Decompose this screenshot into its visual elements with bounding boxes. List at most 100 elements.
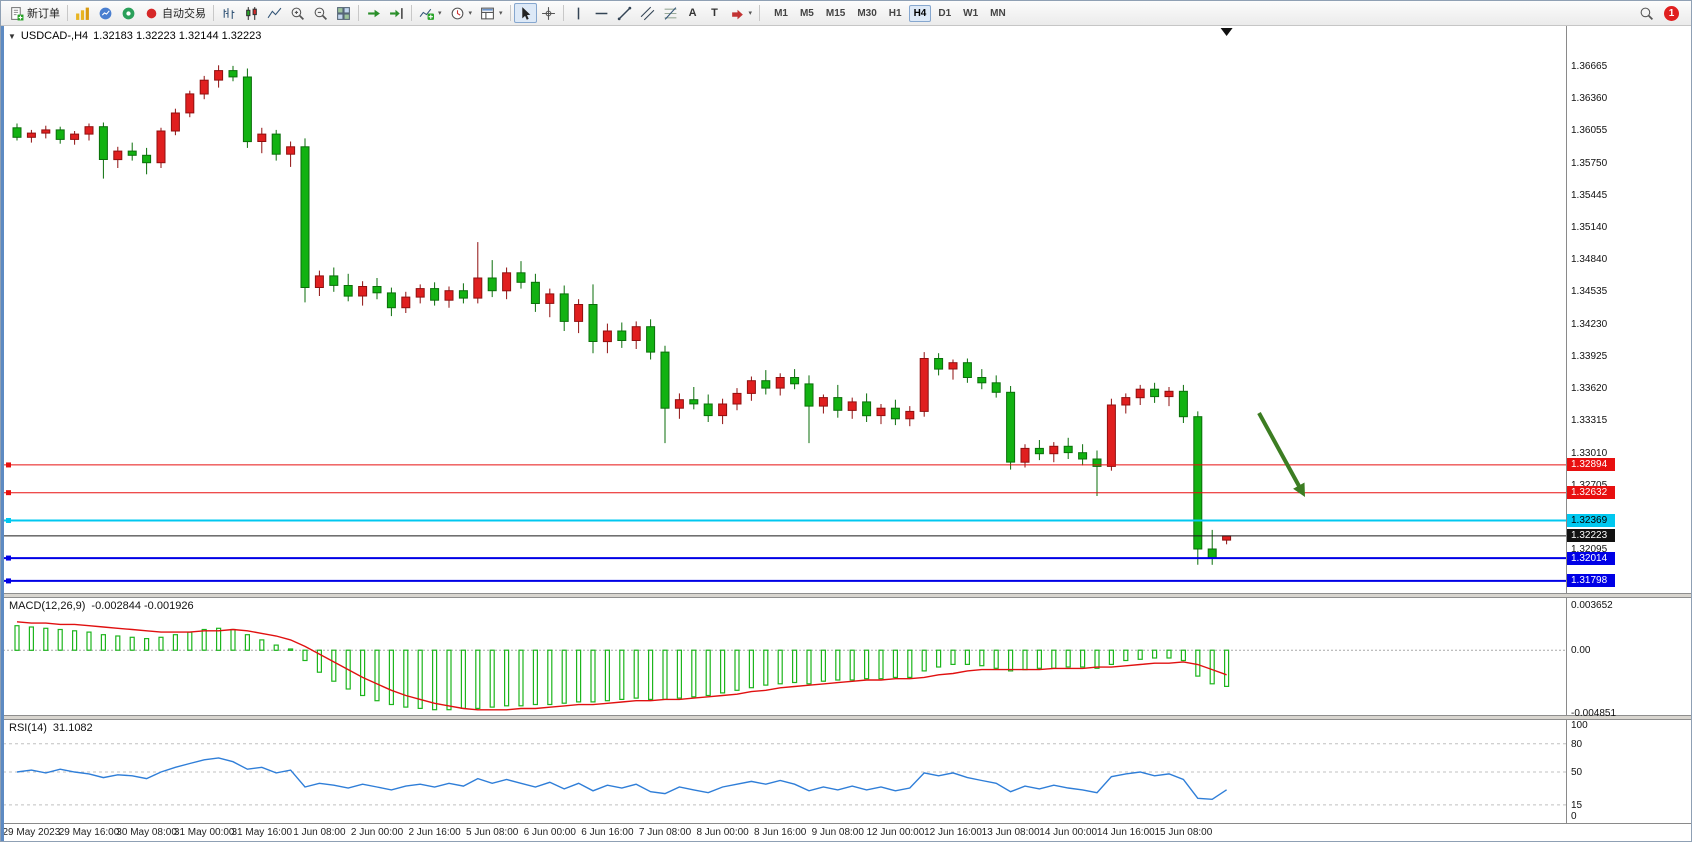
timeframe-w1[interactable]: W1	[963, 7, 979, 19]
window-left-border	[1, 25, 4, 841]
candle-body	[991, 382, 1001, 393]
cursor-button[interactable]	[513, 3, 537, 23]
candle-body	[127, 150, 137, 156]
candle-body	[818, 397, 828, 407]
candle-body	[358, 286, 368, 297]
auto-scroll-button[interactable]	[362, 3, 385, 23]
crosshair-icon	[541, 6, 555, 20]
label-tool-button[interactable]: T	[704, 3, 726, 23]
candle-body	[444, 290, 454, 301]
label-tool-icon: T	[711, 7, 718, 19]
candle-body	[458, 290, 468, 299]
level-handle[interactable]	[6, 490, 11, 496]
macd-histogram-bar	[201, 628, 207, 651]
timeframe-m15[interactable]: M15	[825, 7, 846, 19]
scroll-end-marker	[1220, 28, 1233, 36]
insert-indicator-button[interactable]: ▾	[415, 3, 446, 23]
line-chart-icon	[267, 7, 282, 18]
search-button[interactable]	[1635, 3, 1658, 23]
periods-clock-icon	[451, 7, 463, 19]
new-order-icon	[11, 6, 24, 20]
candle-body	[170, 112, 180, 132]
candlestick-chart-icon	[246, 6, 257, 20]
panel-separator[interactable]	[1, 593, 1691, 598]
new-order-button[interactable]: 新订单	[5, 3, 64, 23]
macd-histogram-bar	[921, 649, 927, 672]
candle-body	[674, 399, 684, 409]
vertical-line-button[interactable]	[567, 3, 590, 23]
dropdown-caret-icon: ▾	[748, 10, 753, 17]
timeframe-h1[interactable]: H1	[888, 7, 902, 19]
zoom-out-button[interactable]	[309, 3, 332, 23]
text-tool-button[interactable]: A	[682, 3, 704, 23]
fibonacci-button[interactable]	[659, 3, 682, 23]
tile-windows-button[interactable]	[332, 3, 355, 23]
timeframe-d1[interactable]: D1	[938, 7, 952, 19]
macd-histogram-bar	[504, 649, 510, 707]
macd-histogram-bar	[705, 649, 711, 697]
candle-body	[185, 93, 195, 114]
candle-body	[559, 293, 569, 322]
timeframe-m5[interactable]: M5	[799, 7, 814, 19]
level-handle[interactable]	[6, 462, 11, 468]
macd-histogram-bar	[777, 649, 783, 685]
panel-separator[interactable]	[1, 715, 1691, 720]
channel-button[interactable]	[636, 3, 659, 23]
autotrading-button[interactable]: 自动交易	[140, 3, 210, 23]
dropdown-caret-icon: ▾	[468, 10, 473, 17]
timeframe-m30[interactable]: M30	[857, 7, 877, 19]
candle-body	[1207, 548, 1217, 558]
crosshair-button[interactable]	[537, 3, 560, 23]
templates-button[interactable]: ▾	[476, 3, 507, 23]
macd-histogram-bar	[475, 649, 481, 710]
timeframe-mn[interactable]: MN	[990, 7, 1006, 19]
macd-histogram-bar	[547, 649, 553, 706]
candle-body	[242, 76, 252, 143]
macd-histogram-bar	[360, 649, 366, 697]
trendline-button[interactable]	[613, 3, 636, 23]
profiles-button[interactable]	[94, 3, 117, 23]
timeframe-m1[interactable]: M1	[774, 7, 788, 19]
chart-shift-button[interactable]	[385, 3, 408, 23]
macd-histogram-bar	[907, 649, 913, 679]
candle-body	[142, 154, 152, 164]
macd-histogram-bar	[763, 649, 769, 686]
macd-histogram-bar	[1007, 649, 1014, 672]
notification-badge[interactable]: 1	[1664, 5, 1679, 21]
candle-body	[1150, 388, 1160, 398]
insert-indicator-icon	[419, 8, 434, 20]
timeframe-h4[interactable]: H4	[908, 4, 932, 22]
zoom-in-button[interactable]	[286, 3, 309, 23]
auto-scroll-icon	[368, 9, 380, 17]
candle-body	[300, 146, 310, 288]
trend-arrow-annotation[interactable]	[1257, 412, 1301, 487]
arrows-button[interactable]: ▾	[726, 3, 757, 23]
sounds-button[interactable]	[117, 3, 140, 23]
candle-body	[516, 272, 526, 283]
macd-histogram-bar	[676, 649, 683, 699]
toolbar-separator	[67, 5, 68, 21]
level-handle[interactable]	[6, 517, 11, 523]
macd-histogram-bar	[849, 649, 855, 681]
candle-body	[1193, 416, 1203, 550]
bar-chart-button[interactable]	[217, 3, 240, 23]
candle-body	[372, 286, 382, 294]
line-chart-button[interactable]	[263, 3, 286, 23]
macd-histogram-bar	[216, 627, 222, 651]
level-handle[interactable]	[6, 555, 11, 561]
sounds-icon	[122, 7, 135, 19]
candle-body	[415, 288, 425, 298]
text-tool-icon: A	[688, 7, 697, 19]
candle-body	[1092, 458, 1102, 467]
toolbar: 新订单 自动交易 ▾ ▾ ▾ A T ▾	[1, 1, 1691, 26]
one-click-trading-toggle[interactable]: ▼	[8, 31, 16, 41]
level-handle[interactable]	[6, 578, 11, 584]
macd-histogram-bar	[129, 636, 135, 651]
quotes-button[interactable]	[71, 3, 94, 23]
macd-histogram-bar	[446, 649, 452, 711]
periods-button[interactable]: ▾	[446, 3, 477, 23]
horizontal-line-button[interactable]	[590, 3, 613, 23]
candlestick-chart-button[interactable]	[240, 3, 263, 23]
